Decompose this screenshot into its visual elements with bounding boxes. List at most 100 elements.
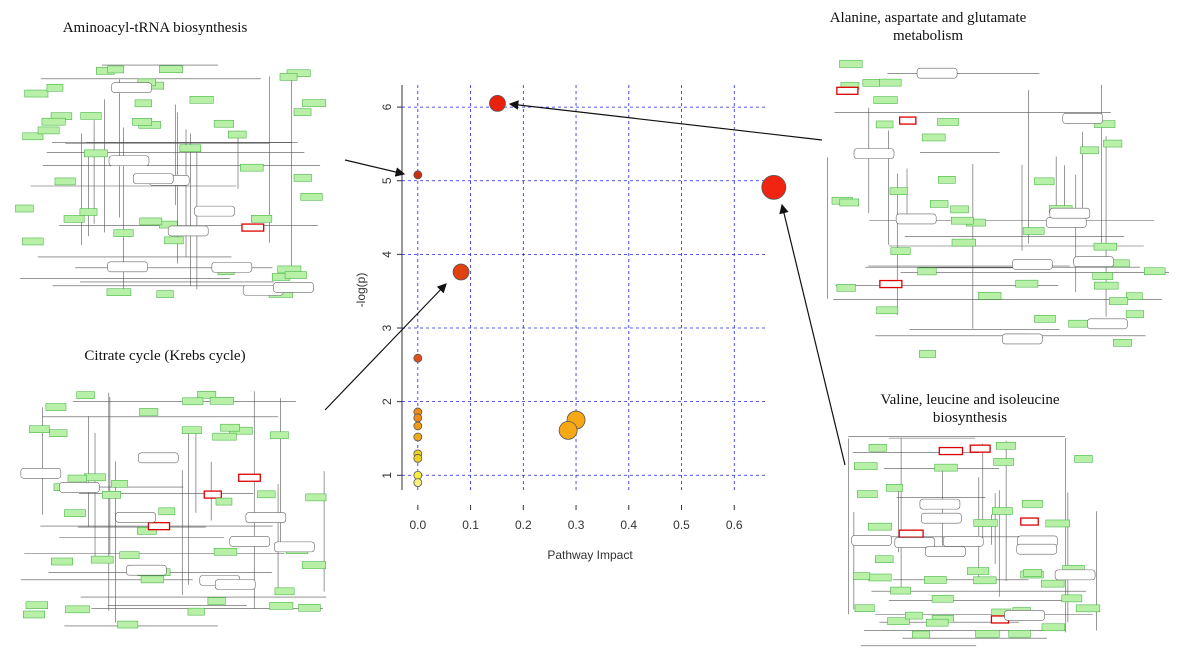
point — [414, 433, 422, 441]
pathway-diagram — [828, 60, 1169, 357]
enzyme-box — [1062, 595, 1082, 602]
pathway-title: Aminoacyl-tRNA biosynthesis — [63, 20, 248, 36]
enzyme-box — [91, 556, 113, 563]
enzyme-box — [1024, 569, 1042, 576]
enzyme-box — [120, 552, 139, 559]
point — [489, 95, 505, 111]
enzyme-box — [132, 118, 151, 125]
compound-box — [230, 536, 270, 546]
chart: 1234560.00.10.20.30.40.50.6Pathway Impac… — [354, 85, 786, 562]
enzyme-box — [868, 523, 891, 530]
enzyme-box — [1103, 140, 1121, 147]
point — [414, 454, 422, 462]
enzyme-box — [210, 397, 234, 404]
arrow — [510, 104, 822, 140]
enzyme-box — [139, 408, 157, 415]
enzyme-box — [1022, 500, 1042, 507]
enzyme-box — [880, 281, 902, 288]
enzyme-box — [951, 206, 969, 213]
compound-box — [1050, 208, 1090, 218]
point — [762, 175, 786, 199]
enzyme-box — [216, 498, 232, 505]
compound-box — [1002, 334, 1042, 344]
enzyme-box — [42, 118, 65, 125]
pathway-title: biosynthesis — [933, 410, 1007, 426]
compound-box — [126, 565, 166, 575]
enzyme-box — [64, 510, 85, 517]
enzyme-box — [924, 576, 946, 583]
enzyme-box — [978, 292, 1001, 299]
pathway-title: Citrate cycle (Krebs cycle) — [84, 348, 245, 364]
point — [453, 264, 469, 280]
enzyme-box — [1112, 260, 1129, 267]
compound-box — [215, 580, 255, 590]
enzyme-box — [839, 60, 862, 67]
x-tick-label: 0.3 — [568, 518, 585, 532]
enzyme-box — [992, 508, 1012, 515]
point — [414, 479, 422, 487]
enzyme-box — [994, 458, 1014, 465]
compound-box — [59, 482, 99, 492]
compound-box — [852, 535, 892, 545]
enzyme-box — [64, 215, 84, 222]
enzyme-box — [140, 218, 162, 225]
enzyme-box — [854, 463, 877, 470]
enzyme-box — [837, 87, 858, 94]
enzyme-box — [47, 84, 63, 91]
enzyme-box — [952, 239, 976, 246]
enzyme-box — [932, 595, 953, 602]
point — [414, 471, 422, 479]
enzyme-box — [937, 118, 958, 125]
arrow — [782, 205, 845, 465]
enzyme-box — [930, 200, 948, 207]
compound-box — [1046, 217, 1086, 227]
enzyme-box — [220, 424, 239, 431]
enzyme-box — [102, 491, 120, 498]
enzyme-box — [84, 150, 107, 157]
enzyme-box — [38, 127, 59, 134]
x-tick-label: 0.5 — [673, 518, 690, 532]
x-tick-label: 0.1 — [462, 518, 479, 532]
y-tick-label: 4 — [380, 251, 394, 258]
enzyme-box — [1113, 339, 1131, 346]
enzyme-box — [46, 404, 66, 411]
enzyme-box — [270, 432, 288, 439]
enzyme-box — [912, 631, 929, 638]
enzyme-box — [275, 588, 294, 595]
enzyme-box — [23, 611, 44, 618]
compound-box — [274, 542, 314, 552]
enzyme-box — [26, 602, 48, 609]
enzyme-box — [228, 131, 246, 138]
compound-box — [246, 513, 286, 523]
compound-box — [108, 262, 148, 272]
enzyme-box — [302, 100, 325, 107]
enzyme-box — [926, 619, 948, 626]
enzyme-box — [157, 291, 174, 298]
enzyme-box — [1094, 243, 1117, 250]
enzyme-box — [242, 224, 264, 231]
x-tick-label: 0.2 — [515, 518, 532, 532]
enzyme-box — [257, 491, 275, 498]
arrow — [345, 160, 404, 174]
enzyme-box — [68, 475, 87, 482]
enzyme-box — [875, 556, 893, 563]
enzyme-box — [974, 520, 998, 527]
enzyme-box — [182, 427, 201, 434]
enzyme-box — [50, 430, 67, 437]
compound-box — [273, 282, 313, 292]
point — [414, 422, 422, 430]
point — [559, 421, 577, 439]
enzyme-box — [81, 112, 102, 119]
point — [414, 171, 422, 179]
enzyme-box — [869, 574, 891, 581]
y-tick-label: 6 — [380, 103, 394, 110]
enzyme-box — [869, 444, 886, 451]
enzyme-box — [967, 568, 989, 575]
enzyme-box — [891, 587, 911, 594]
enzyme-box — [294, 174, 311, 181]
compound-box — [920, 499, 960, 509]
compound-box — [921, 513, 961, 523]
enzyme-box — [1023, 227, 1044, 234]
enzyme-box — [294, 109, 311, 116]
enzyme-box — [107, 289, 131, 296]
